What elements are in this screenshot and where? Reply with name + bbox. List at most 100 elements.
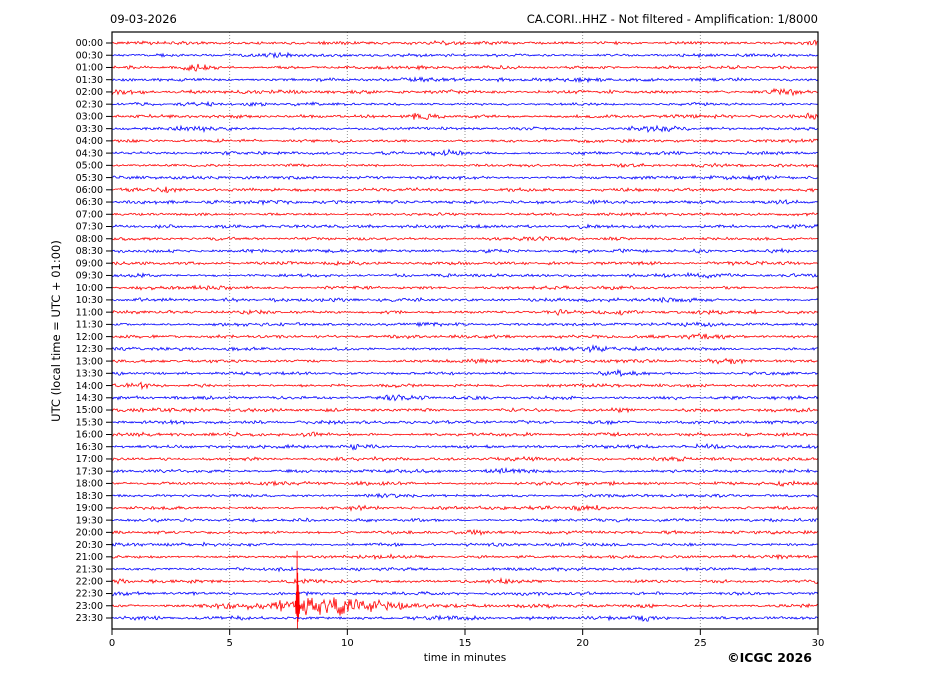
trace-row-0830 xyxy=(111,247,819,254)
trace-row-1230 xyxy=(111,344,819,354)
y-tick-label: 01:00 xyxy=(76,63,103,74)
trace-row-1100 xyxy=(111,308,819,317)
trace-row-1730 xyxy=(111,467,818,475)
y-tick-label: 07:00 xyxy=(76,209,103,220)
y-tick-label: 05:00 xyxy=(76,161,103,172)
x-axis-label: time in minutes xyxy=(423,652,507,664)
trace-row-1600 xyxy=(111,431,819,438)
trace-row-2300 xyxy=(111,550,819,629)
y-tick-label: 19:00 xyxy=(76,503,103,514)
trace-row-2130 xyxy=(111,566,819,573)
trace-row-1300 xyxy=(111,357,819,365)
y-tick-label: 07:30 xyxy=(76,222,103,233)
y-tick-label: 12:30 xyxy=(76,344,103,355)
y-tick-label: 23:30 xyxy=(76,613,103,624)
trace-row-2100 xyxy=(111,553,819,561)
x-tick-label: 15 xyxy=(459,638,472,649)
y-tick-label: 02:00 xyxy=(76,87,103,98)
y-tick-label: 02:30 xyxy=(76,99,103,110)
y-tick-label: 20:00 xyxy=(76,528,103,539)
trace-row-2000 xyxy=(111,528,819,537)
y-tick-label: 00:00 xyxy=(76,38,103,49)
x-tick-label: 30 xyxy=(812,638,825,649)
y-tick-label: 17:00 xyxy=(76,454,103,465)
trace-row-0700 xyxy=(111,211,819,217)
trace-row-0200 xyxy=(111,87,818,97)
date-title: 09-03-2026 xyxy=(110,12,177,26)
y-tick-label: 13:00 xyxy=(76,356,103,367)
x-tick-label: 5 xyxy=(226,638,232,649)
y-tick-label: 03:30 xyxy=(76,124,103,135)
y-tick-label: 04:30 xyxy=(76,148,103,159)
trace-row-1500 xyxy=(111,407,819,414)
trace-row-2230 xyxy=(111,590,819,597)
trace-row-0030 xyxy=(111,51,819,59)
trace-row-1030 xyxy=(111,296,819,304)
trace-row-0330 xyxy=(112,124,819,133)
y-tick-label: 22:30 xyxy=(76,589,103,600)
x-tick-label: 25 xyxy=(694,638,707,649)
trace-row-1930 xyxy=(111,517,819,523)
trace-row-0600 xyxy=(111,186,819,194)
trace-row-1900 xyxy=(111,504,819,512)
trace-row-0530 xyxy=(111,174,819,181)
y-tick-label: 11:30 xyxy=(76,320,103,331)
trace-row-2200 xyxy=(111,577,819,585)
y-tick-label: 09:30 xyxy=(76,271,103,282)
trace-row-0900 xyxy=(111,260,819,267)
y-tick-label: 16:30 xyxy=(76,442,103,453)
plot-border xyxy=(111,31,819,630)
trace-row-0300 xyxy=(112,112,819,120)
trace-row-0100 xyxy=(111,63,819,72)
y-tick-label: 23:00 xyxy=(76,601,103,612)
copyright: ©ICGC 2026 xyxy=(727,650,812,665)
y-tick-label: 18:30 xyxy=(76,491,103,502)
y-tick-label: 04:00 xyxy=(76,136,103,147)
y-tick-label: 14:30 xyxy=(76,393,103,404)
y-tick-label: 19:30 xyxy=(76,515,103,526)
y-tick-label: 17:30 xyxy=(76,466,103,477)
trace-row-1530 xyxy=(111,419,819,426)
y-tick-label: 10:00 xyxy=(76,283,103,294)
y-tick-label: 01:30 xyxy=(76,75,103,86)
trace-row-0000 xyxy=(111,39,819,47)
x-tick-label: 20 xyxy=(576,638,589,649)
y-tick-label: 15:30 xyxy=(76,417,103,428)
y-tick-label: 05:30 xyxy=(76,173,103,184)
trace-row-2030 xyxy=(111,541,819,548)
trace-row-1200 xyxy=(111,333,819,340)
trace-row-1130 xyxy=(111,321,819,328)
trace-row-0730 xyxy=(111,223,819,230)
y-tick-label: 08:30 xyxy=(76,246,103,257)
trace-row-0800 xyxy=(112,236,819,242)
y-tick-label: 09:00 xyxy=(76,258,103,269)
y-tick-label: 00:30 xyxy=(76,50,103,61)
trace-row-0430 xyxy=(111,148,819,157)
station-title: CA.CORI..HHZ - Not filtered - Amplificat… xyxy=(526,12,818,26)
trace-row-0930 xyxy=(111,271,819,279)
trace-row-1330 xyxy=(111,368,818,378)
trace-row-2330 xyxy=(111,614,819,622)
y-tick-label: 18:00 xyxy=(76,479,103,490)
y-tick-label: 13:30 xyxy=(76,369,103,380)
trace-row-1800 xyxy=(111,479,819,488)
trace-row-1700 xyxy=(111,455,819,463)
trace-row-0400 xyxy=(111,138,819,144)
y-tick-label: 06:00 xyxy=(76,185,103,196)
y-tick-label: 15:00 xyxy=(76,405,103,416)
trace-row-1400 xyxy=(111,381,819,391)
y-tick-label: 22:00 xyxy=(76,576,103,587)
trace-row-1000 xyxy=(111,284,819,291)
y-tick-label: 03:00 xyxy=(76,112,103,123)
trace-row-1830 xyxy=(111,492,819,499)
y-tick-label: 21:00 xyxy=(76,552,103,563)
trace-row-0130 xyxy=(111,76,819,84)
x-tick-label: 0 xyxy=(109,638,115,649)
y-tick-label: 16:00 xyxy=(76,430,103,441)
y-tick-label: 20:30 xyxy=(76,540,103,551)
y-tick-label: 10:30 xyxy=(76,295,103,306)
x-tick-label: 10 xyxy=(341,638,354,649)
trace-row-0630 xyxy=(111,199,818,206)
